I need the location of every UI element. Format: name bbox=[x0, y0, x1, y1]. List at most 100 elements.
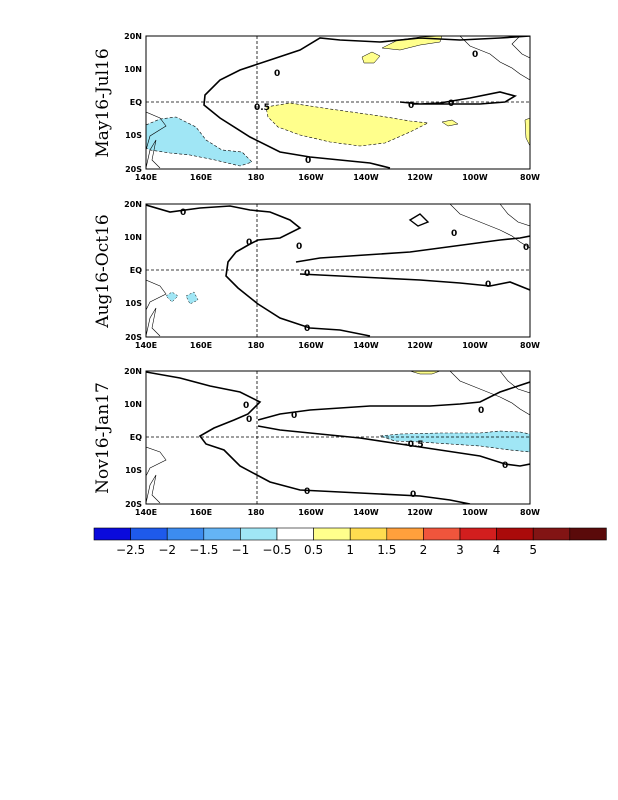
coastline-americas bbox=[449, 204, 530, 249]
y-tick-labels: 20N 10N EQ 10S 20S bbox=[124, 200, 142, 342]
zero-contour-east bbox=[257, 381, 530, 421]
colorbar-swatch bbox=[569, 527, 607, 541]
lat-tick: 10N bbox=[124, 233, 142, 242]
colorbar-label: 0.5 bbox=[304, 543, 323, 557]
colorbar-swatch bbox=[496, 527, 534, 541]
lat-tick: 10S bbox=[125, 131, 142, 140]
lat-tick: EQ bbox=[130, 433, 142, 442]
lat-tick: 20N bbox=[124, 200, 142, 209]
lat-tick: 20S bbox=[125, 165, 142, 174]
colorbar-swatch bbox=[313, 527, 351, 541]
contour-label-zero: 0 bbox=[243, 401, 249, 411]
lon-tick: 80W bbox=[520, 341, 540, 350]
colorbar-swatch bbox=[423, 527, 461, 541]
warm-anomaly-area-3 bbox=[361, 51, 381, 64]
contour-label-zero: 0 bbox=[305, 156, 311, 166]
contour-label-zero: 0 bbox=[523, 243, 529, 253]
colorbar-label: 1.5 bbox=[377, 543, 396, 557]
lon-tick: 140W bbox=[353, 508, 379, 517]
lat-tick: 20S bbox=[125, 500, 142, 509]
coastline bbox=[146, 111, 167, 151]
colorbar-label: −1 bbox=[232, 543, 250, 557]
colorbar-swatch bbox=[130, 527, 168, 541]
contour-label-zero: 0 bbox=[304, 324, 310, 334]
warm-anomaly-area bbox=[409, 371, 441, 375]
lon-tick: 120W bbox=[407, 508, 433, 517]
lon-tick: 100W bbox=[462, 508, 488, 517]
lat-tick: 20S bbox=[125, 333, 142, 342]
contour-label-zero: 0 bbox=[180, 208, 186, 218]
lon-tick: 80W bbox=[520, 173, 540, 182]
colorbar-swatch bbox=[532, 527, 571, 541]
contour-label-zero: 0 bbox=[246, 238, 252, 248]
coastline-americas bbox=[449, 371, 530, 416]
lat-tick: EQ bbox=[130, 266, 142, 275]
colorbar-swatch bbox=[166, 527, 205, 541]
colorbar-swatch bbox=[93, 527, 131, 541]
lon-tick: 160E bbox=[190, 341, 212, 350]
y-tick-labels: 20N 10N EQ 10S 20S bbox=[124, 32, 142, 174]
panel-label: Aug16-Oct16 bbox=[93, 214, 113, 328]
coastline bbox=[146, 446, 167, 477]
x-tick-labels: 140E 160E 180 160W 140W 120W 100W 80W bbox=[135, 508, 540, 517]
colorbar-swatch bbox=[203, 527, 241, 541]
coastline-america-2 bbox=[499, 204, 530, 227]
lon-tick: 180 bbox=[248, 508, 265, 517]
colorbar-label: 4 bbox=[493, 543, 501, 557]
colorbar-label: −1.5 bbox=[189, 543, 218, 557]
panel-may-jul: 0 0 0 0 0 0.5 May16-Jul16 20N 10N EQ 10S… bbox=[93, 32, 540, 182]
lon-tick: 180 bbox=[248, 173, 265, 182]
contour-label-zero: 0 bbox=[485, 280, 491, 290]
coastline-americas bbox=[459, 36, 530, 81]
lat-tick: 10N bbox=[124, 400, 142, 409]
lat-tick: 10N bbox=[124, 65, 142, 74]
contour-label-zero: 0 bbox=[448, 99, 454, 109]
zero-contour bbox=[203, 36, 530, 169]
coastline-australia bbox=[146, 307, 161, 337]
lon-tick: 140E bbox=[135, 341, 157, 350]
lon-tick: 160W bbox=[298, 173, 324, 182]
cool-anomaly-area-2 bbox=[185, 291, 199, 305]
contour-label: 0.5 bbox=[254, 103, 270, 113]
warm-anomaly-area bbox=[265, 102, 430, 147]
panel-nov-jan: 0 0 0 0 0 0 0 -0.5 Nov16-Jan17 20N 10N E… bbox=[93, 367, 540, 517]
lat-tick: 20N bbox=[124, 367, 142, 376]
colorbar-label: 1 bbox=[346, 543, 354, 557]
lat-tick: 20N bbox=[124, 32, 142, 41]
coastline-america-2 bbox=[499, 371, 530, 394]
warm-anomaly-area-5 bbox=[524, 117, 530, 147]
colorbar-swatch bbox=[349, 527, 388, 541]
colorbar-label: 3 bbox=[456, 543, 464, 557]
colorbar-swatch bbox=[459, 527, 497, 541]
colorbar-label: −2.5 bbox=[116, 543, 145, 557]
lon-tick: 180 bbox=[248, 341, 265, 350]
lon-tick: 160W bbox=[298, 341, 324, 350]
lon-tick: 100W bbox=[462, 341, 488, 350]
lon-tick: 120W bbox=[407, 173, 433, 182]
lon-tick: 140W bbox=[353, 341, 379, 350]
lon-tick: 120W bbox=[407, 341, 433, 350]
lon-tick: 80W bbox=[520, 508, 540, 517]
lon-tick: 160E bbox=[190, 508, 212, 517]
lon-tick: 160W bbox=[298, 508, 324, 517]
cool-anomaly-area bbox=[165, 291, 179, 303]
zero-contour bbox=[146, 204, 371, 337]
x-tick-labels: 140E 160E 180 160W 140W 120W 100W 80W bbox=[135, 173, 540, 182]
contour-label-zero: 0 bbox=[408, 101, 414, 111]
contour-label-zero: 0 bbox=[304, 269, 310, 279]
cool-anomaly-area bbox=[379, 430, 530, 453]
contour-label-zero: 0 bbox=[451, 229, 457, 239]
coastline-america-2 bbox=[511, 36, 530, 59]
colorbar-swatch bbox=[240, 527, 278, 541]
colorbar-swatch bbox=[386, 527, 424, 541]
x-tick-labels: 140E 160E 180 160W 140W 120W 100W 80W bbox=[135, 341, 540, 350]
y-tick-labels: 20N 10N EQ 10S 20S bbox=[124, 367, 142, 509]
contour-label-zero: 0 bbox=[472, 50, 478, 60]
lat-tick: EQ bbox=[130, 98, 142, 107]
colorbar-label: −2 bbox=[158, 543, 176, 557]
contour-label-zero: 0 bbox=[304, 487, 310, 497]
zero-contour-north bbox=[408, 213, 430, 227]
panel-label: May16-Jul16 bbox=[93, 48, 113, 157]
zero-contour-east bbox=[295, 235, 530, 263]
colorbar-swatch bbox=[276, 527, 314, 541]
